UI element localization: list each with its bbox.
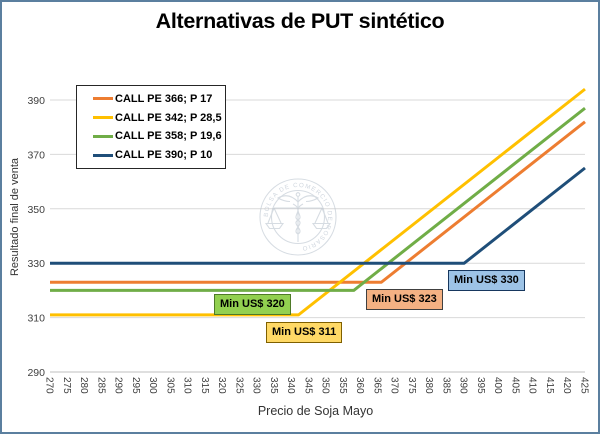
x-tick-290: 290: [113, 377, 124, 394]
x-tick-390: 390: [458, 377, 469, 394]
x-tick-275: 275: [61, 377, 72, 394]
x-tick-335: 335: [268, 377, 279, 394]
legend-label: CALL PE 390; P 10: [115, 149, 213, 162]
annotation-min-us-323: Min US$ 323: [366, 289, 443, 310]
y-tick-310: 310: [27, 313, 45, 325]
series-line-3: [50, 106, 586, 292]
x-tick-300: 300: [147, 377, 158, 394]
chart-title: Alternativas de PUT sintético: [155, 9, 445, 33]
watermark-inner-ring: [270, 189, 326, 245]
x-tick-360: 360: [354, 377, 365, 394]
x-tick-425: 425: [579, 377, 590, 394]
x-tick-340: 340: [285, 377, 296, 394]
legend-item-1: CALL PE 366; P 17: [93, 93, 225, 105]
legend-item-3: CALL PE 358; P 19,6: [93, 130, 225, 142]
y-axis-title: Resultado final de venta: [9, 157, 21, 277]
x-tick-330: 330: [251, 377, 262, 394]
legend-swatch-icon: [93, 153, 113, 157]
x-tick-285: 285: [95, 377, 106, 394]
legend-item-4: CALL PE 390; P 10: [93, 149, 225, 161]
x-tick-420: 420: [561, 377, 572, 394]
x-tick-370: 370: [389, 377, 400, 394]
axis-tick-labels: 290 310 330 350 370 390 270 275 280 285 290 295 300 3…: [27, 95, 589, 394]
watermark-outer-ring: [259, 178, 337, 256]
y-tick-390: 390: [27, 95, 45, 107]
x-axis-title: Precio de Soja Mayo: [257, 404, 374, 418]
legend-swatch-icon: [93, 116, 113, 120]
legend-label: CALL PE 366; P 17: [115, 92, 213, 105]
x-tick-315: 315: [199, 377, 210, 394]
legend-swatch-icon: [93, 97, 113, 101]
series-lines: [50, 87, 586, 317]
y-tick-350: 350: [27, 204, 45, 216]
series-line-4: [50, 166, 586, 265]
x-tick-380: 380: [423, 377, 434, 394]
series-line-1: [50, 120, 586, 284]
watermark-seal: BOLSA DE COMERCIO DE ROSARIO: [259, 178, 337, 256]
y-tick-330: 330: [27, 258, 45, 270]
x-tick-385: 385: [440, 377, 451, 394]
x-tick-350: 350: [320, 377, 331, 394]
series-line-2: [50, 87, 586, 317]
legend-item-2: CALL PE 342; P 28,5: [93, 112, 225, 124]
x-tick-410: 410: [527, 377, 538, 394]
x-tick-325: 325: [233, 377, 244, 394]
legend-label: CALL PE 342; P 28,5: [115, 111, 222, 124]
x-tick-365: 365: [371, 377, 382, 394]
caduceus-icon: [264, 192, 332, 242]
x-tick-400: 400: [492, 377, 503, 394]
legend-label: CALL PE 358; P 19,6: [115, 130, 222, 143]
annotation-min-us-311: Min US$ 311: [266, 322, 343, 343]
x-tick-295: 295: [130, 377, 141, 394]
x-tick-270: 270: [44, 377, 55, 394]
x-tick-320: 320: [216, 377, 227, 394]
x-tick-415: 415: [544, 377, 555, 394]
x-tick-405: 405: [509, 377, 520, 394]
x-tick-375: 375: [406, 377, 417, 394]
y-tick-370: 370: [27, 149, 45, 161]
x-tick-280: 280: [78, 377, 89, 394]
legend-swatch-icon: [93, 134, 113, 138]
x-tick-305: 305: [164, 377, 175, 394]
x-tick-395: 395: [475, 377, 486, 394]
legend: CALL PE 366; P 17 CALL PE 342; P 28,5 CALL…: [76, 85, 226, 169]
annotation-min-us-330: Min US$ 330: [448, 270, 525, 291]
annotation-min-us-320: Min US$ 320: [214, 294, 291, 315]
x-tick-345: 345: [302, 377, 313, 394]
x-tick-310: 310: [182, 377, 193, 394]
y-tick-290: 290: [27, 367, 45, 379]
x-tick-355: 355: [337, 377, 348, 394]
